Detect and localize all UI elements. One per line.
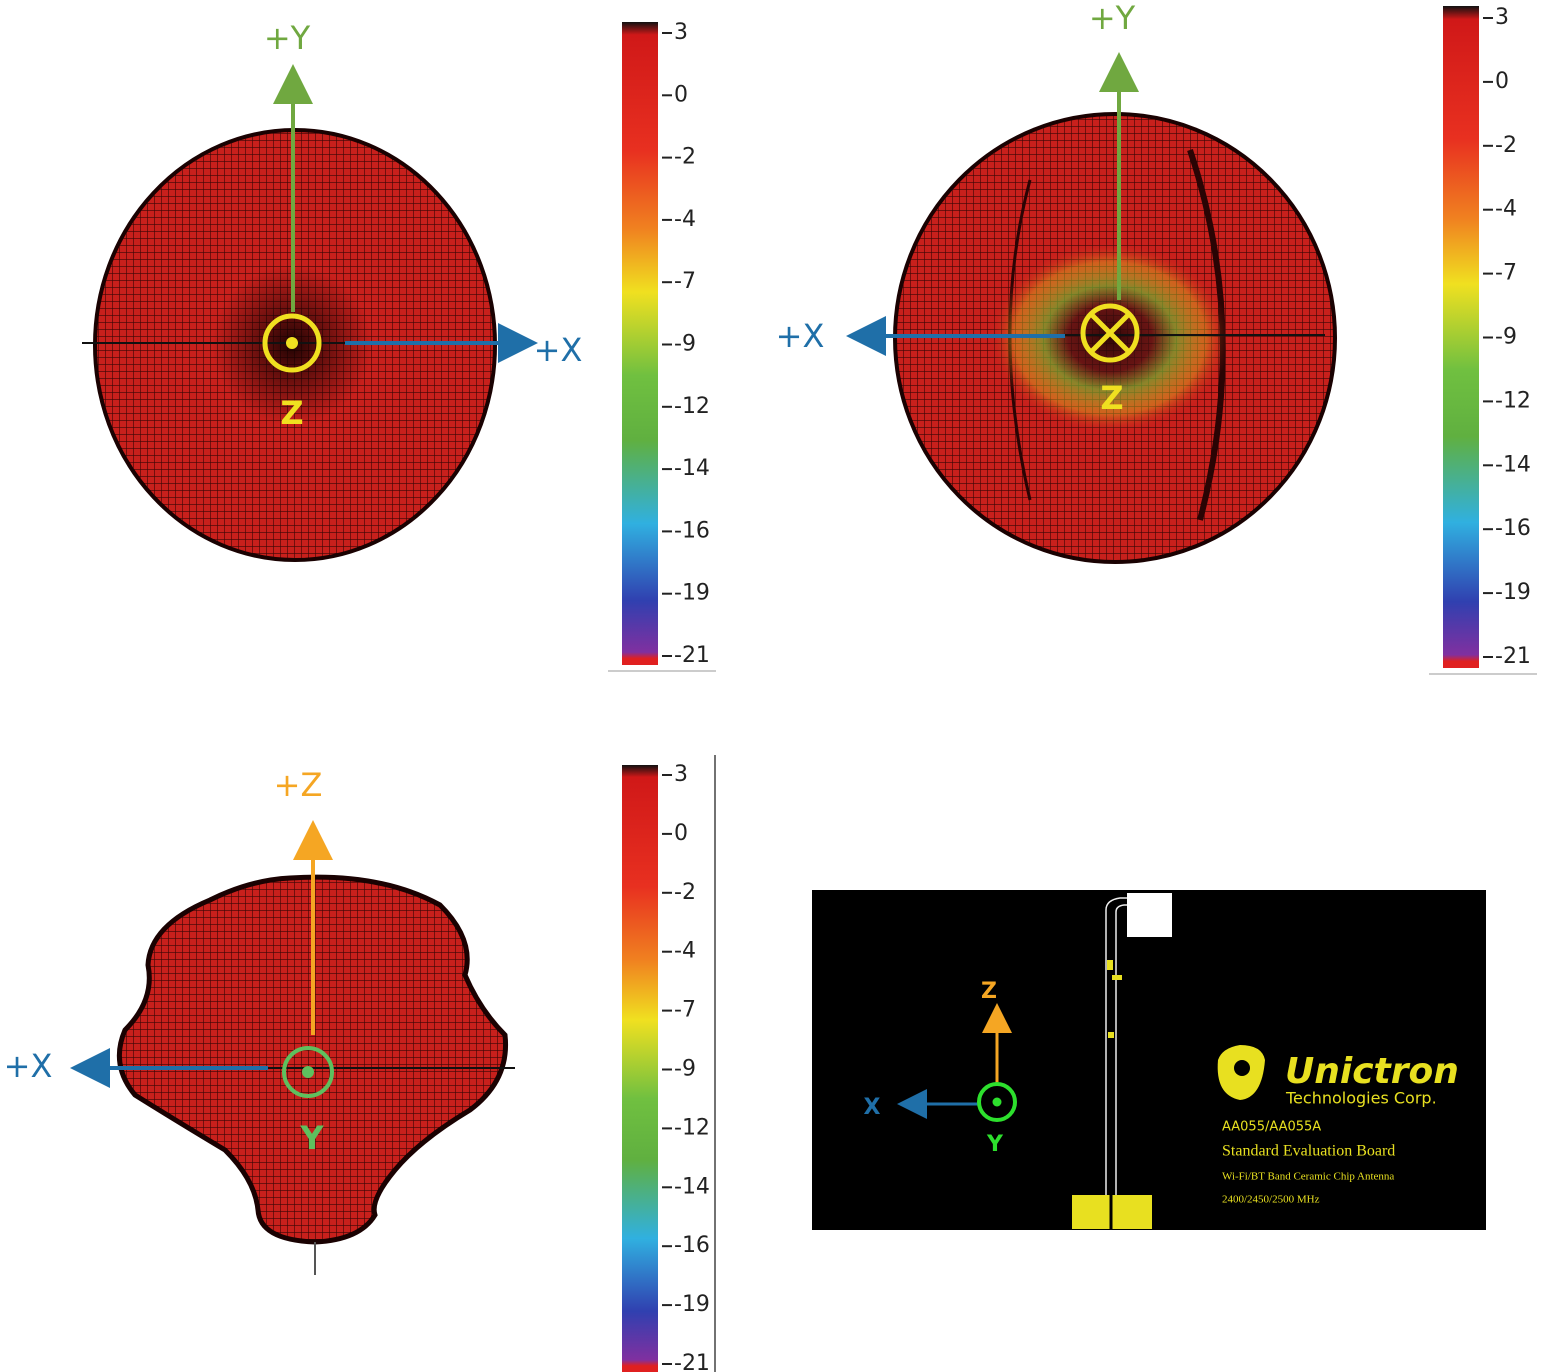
axis-label: +X — [534, 331, 583, 369]
description: Wi-Fi/BT Band Ceramic Chip Antenna — [1222, 1171, 1394, 1183]
colorbar-tick-label: -7 — [674, 998, 696, 1023]
trace — [1105, 897, 1130, 1195]
colorbar-tick-label: 0 — [1495, 69, 1509, 94]
colorbar-tick-label: -21 — [674, 643, 710, 668]
y-symbol — [282, 1046, 334, 1098]
colorbar-tick-label: -16 — [674, 518, 710, 543]
axis-label: +X — [4, 1047, 53, 1085]
colorbar-tick-label: -2 — [1495, 133, 1517, 158]
z-dot — [286, 337, 298, 349]
colorbar-tick-label: -16 — [674, 1233, 710, 1258]
axis-label: Z — [280, 394, 303, 432]
model: AA055/AA055A — [1222, 1120, 1321, 1135]
axis-label: Y — [986, 1132, 1004, 1157]
colorbar-tick-label: 3 — [1495, 5, 1509, 30]
colorbar-tick-label: -19 — [1495, 580, 1531, 605]
y-symbol — [977, 1082, 1017, 1122]
colorbar-tick-label: -14 — [1495, 452, 1531, 477]
axis-label: +X — [776, 317, 825, 355]
logo-eye — [1234, 1060, 1250, 1076]
colorbar-tick-label: -19 — [674, 1292, 710, 1317]
colorbar-tick-label: -2 — [674, 880, 696, 905]
colorbar-tick-label: -9 — [1495, 325, 1517, 350]
colorbar-tick-label: -16 — [1495, 516, 1531, 541]
panel-2: +Y +X Z — [776, 0, 1337, 564]
colorbar-tick-label: -14 — [674, 456, 710, 481]
z-symbol — [262, 313, 322, 373]
pattern — [116, 874, 509, 1245]
company: Technologies Corp. — [1285, 1089, 1437, 1108]
colorbar-tick-label: -9 — [674, 332, 696, 357]
colorbar-tick-label: -14 — [674, 1174, 710, 1199]
axis-label: Z — [981, 979, 997, 1004]
y-dot — [302, 1066, 314, 1078]
axis-label: +Z — [274, 766, 323, 804]
colorbar-tick-label: -4 — [674, 207, 696, 232]
component — [1112, 975, 1122, 980]
colorbar — [622, 22, 658, 665]
board-body — [812, 890, 1486, 1230]
colorbar-tick-label: 0 — [674, 821, 688, 846]
z-symbol — [1080, 303, 1140, 363]
board: Z X Y Unictron Technologies Corp. AA055/… — [812, 890, 1486, 1230]
colorbar-tick-label: -21 — [674, 1351, 710, 1372]
axis-label: +Y — [264, 19, 311, 57]
colorbar-tick-label: -12 — [674, 1115, 710, 1140]
axis-label: X — [864, 1095, 881, 1120]
z-cross — [1090, 313, 1130, 353]
colorbar-tick-label: 0 — [674, 82, 688, 107]
pattern-null — [990, 243, 1230, 433]
frequency: 2400/2450/2500 MHz — [1222, 1194, 1320, 1206]
colorbar — [622, 765, 658, 1372]
axis-label: Z — [1100, 379, 1123, 417]
panel-3: +Z +X Y — [4, 755, 716, 1372]
colorbar — [1443, 6, 1479, 668]
component — [1107, 960, 1113, 970]
panel-1: +Y +X Z — [82, 19, 583, 562]
colorbar-tick-label: -19 — [674, 581, 710, 606]
colorbar-tick-label: -4 — [1495, 197, 1517, 222]
board-title: Standard Evaluation Board — [1222, 1143, 1395, 1160]
colorbar-tick-label: 3 — [674, 762, 688, 787]
colorbar-tick-label: -21 — [1495, 644, 1531, 669]
brand: Unictron — [1285, 1051, 1459, 1092]
colorbar-tick-label: -7 — [674, 269, 696, 294]
colorbar-tick-label: -7 — [1495, 261, 1517, 286]
colorbar-tick-label: 3 — [674, 20, 688, 45]
colorbar-tick-label: -12 — [1495, 388, 1531, 413]
component — [1108, 1032, 1114, 1038]
colorbar-tick-label: -12 — [674, 394, 710, 419]
y-dot — [992, 1097, 1002, 1107]
chip — [1127, 893, 1172, 937]
axis-label: +Y — [1089, 0, 1136, 37]
colorbar-tick-label: -9 — [674, 1057, 696, 1082]
colorbar-tick-label: -2 — [674, 145, 696, 170]
colorbar-tick-label: -4 — [674, 939, 696, 964]
axis-label: Y — [299, 1119, 324, 1157]
